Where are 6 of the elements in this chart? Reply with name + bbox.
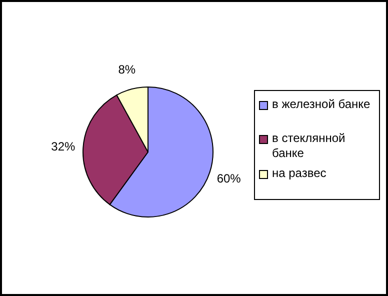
data-label: 8% bbox=[118, 62, 136, 77]
data-label: 60% bbox=[216, 171, 242, 186]
legend-label: в железной банке bbox=[272, 97, 370, 112]
legend-label: в стеклянной банке bbox=[272, 131, 346, 161]
data-label: 32% bbox=[51, 140, 76, 154]
legend-label: на развес bbox=[272, 166, 326, 181]
